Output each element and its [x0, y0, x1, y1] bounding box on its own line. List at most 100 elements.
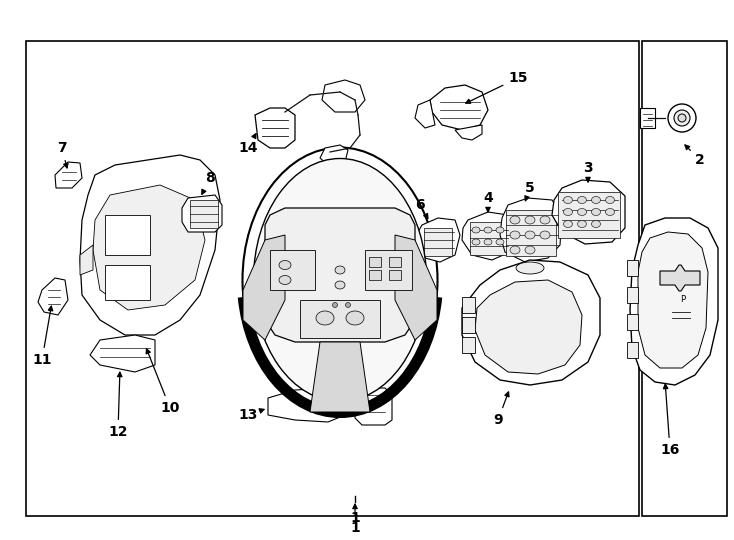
Text: 1: 1	[350, 504, 360, 535]
Bar	[369, 270, 381, 280]
Text: 1: 1	[350, 511, 360, 525]
Ellipse shape	[668, 104, 696, 132]
Ellipse shape	[606, 208, 614, 215]
Polygon shape	[270, 250, 315, 290]
Polygon shape	[255, 108, 295, 148]
Polygon shape	[265, 208, 415, 342]
Polygon shape	[300, 300, 380, 338]
Ellipse shape	[578, 197, 586, 204]
Polygon shape	[182, 195, 222, 232]
Text: 15: 15	[466, 71, 528, 103]
Bar	[389, 257, 401, 267]
Polygon shape	[268, 388, 345, 422]
Polygon shape	[475, 280, 582, 374]
Ellipse shape	[496, 227, 504, 233]
Ellipse shape	[564, 197, 573, 204]
Text: 16: 16	[661, 384, 680, 457]
Polygon shape	[462, 260, 600, 385]
Bar	[470, 222, 506, 255]
Polygon shape	[80, 155, 220, 335]
Ellipse shape	[564, 208, 573, 215]
Polygon shape	[55, 162, 82, 188]
Bar	[389, 270, 401, 280]
Ellipse shape	[674, 110, 690, 126]
Polygon shape	[395, 235, 437, 340]
Ellipse shape	[279, 260, 291, 269]
Polygon shape	[320, 145, 348, 165]
Text: 4: 4	[483, 191, 493, 212]
Text: 7: 7	[57, 141, 68, 168]
Polygon shape	[310, 342, 370, 412]
Polygon shape	[627, 287, 638, 303]
Ellipse shape	[484, 239, 492, 245]
Ellipse shape	[525, 216, 535, 224]
Text: 10: 10	[146, 349, 180, 415]
Bar	[642, 40, 727, 516]
Ellipse shape	[510, 216, 520, 224]
Polygon shape	[638, 232, 708, 368]
Text: P: P	[680, 295, 686, 305]
Polygon shape	[462, 337, 475, 353]
Ellipse shape	[525, 231, 535, 239]
Ellipse shape	[540, 231, 550, 239]
Ellipse shape	[472, 227, 480, 233]
Ellipse shape	[516, 262, 544, 274]
Ellipse shape	[333, 302, 338, 307]
Polygon shape	[355, 388, 392, 425]
Text: 12: 12	[108, 372, 128, 439]
Text: 6: 6	[415, 198, 428, 218]
Ellipse shape	[578, 208, 586, 215]
Ellipse shape	[242, 147, 437, 413]
Ellipse shape	[510, 246, 520, 254]
Bar	[369, 257, 381, 267]
Polygon shape	[322, 80, 365, 112]
Ellipse shape	[496, 239, 504, 245]
Polygon shape	[90, 335, 155, 372]
Polygon shape	[93, 185, 205, 310]
Ellipse shape	[335, 266, 345, 274]
Ellipse shape	[316, 311, 334, 325]
Polygon shape	[462, 297, 475, 313]
Ellipse shape	[253, 159, 426, 402]
Ellipse shape	[592, 208, 600, 215]
Ellipse shape	[525, 246, 535, 254]
Ellipse shape	[578, 220, 586, 227]
Polygon shape	[105, 265, 150, 300]
Polygon shape	[640, 108, 655, 128]
Polygon shape	[627, 314, 638, 330]
Ellipse shape	[335, 281, 345, 289]
Polygon shape	[105, 215, 150, 255]
Polygon shape	[415, 100, 435, 128]
Bar	[26, 40, 639, 516]
Polygon shape	[38, 278, 68, 315]
Polygon shape	[552, 180, 625, 244]
Polygon shape	[80, 245, 93, 275]
Ellipse shape	[472, 239, 480, 245]
Polygon shape	[430, 85, 488, 130]
Ellipse shape	[540, 216, 550, 224]
Polygon shape	[462, 212, 515, 260]
Bar	[506, 210, 556, 256]
Polygon shape	[462, 317, 475, 333]
Polygon shape	[365, 250, 412, 290]
Ellipse shape	[279, 275, 291, 285]
Text: 8: 8	[202, 171, 215, 194]
Polygon shape	[418, 218, 460, 262]
Polygon shape	[660, 265, 700, 291]
Polygon shape	[627, 260, 638, 276]
Text: 2: 2	[685, 145, 705, 167]
Text: 5: 5	[525, 181, 535, 201]
Bar	[424, 228, 452, 256]
Text: 11: 11	[32, 306, 53, 367]
Ellipse shape	[592, 197, 600, 204]
Ellipse shape	[678, 114, 686, 122]
Polygon shape	[500, 198, 562, 262]
Ellipse shape	[346, 302, 351, 307]
Bar	[190, 200, 218, 228]
Ellipse shape	[564, 220, 573, 227]
Ellipse shape	[592, 220, 600, 227]
Text: 9: 9	[493, 392, 509, 427]
Ellipse shape	[510, 231, 520, 239]
Ellipse shape	[346, 311, 364, 325]
Text: 14: 14	[239, 134, 258, 155]
